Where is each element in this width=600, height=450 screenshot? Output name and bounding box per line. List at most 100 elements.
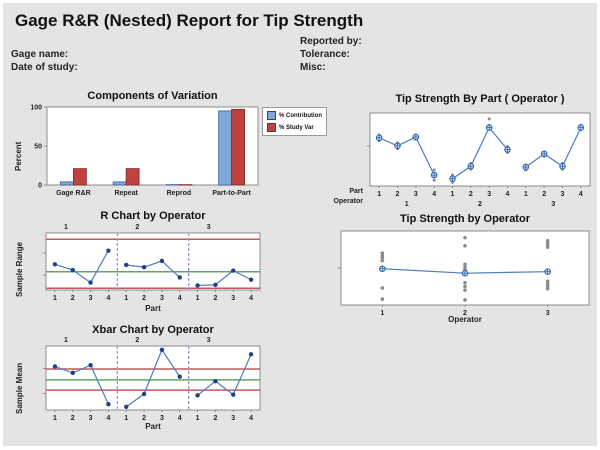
- series-line: [197, 354, 252, 396]
- components-of-variation-chart: Components of Variation Percent 0 50 100 Ga…: [10, 88, 327, 202]
- svg-text:2: 2: [135, 224, 139, 231]
- series-line: [126, 260, 181, 278]
- svg-text:3: 3: [414, 191, 418, 198]
- svg-text:Reprod: Reprod: [167, 190, 192, 197]
- svg-text:4: 4: [178, 415, 182, 422]
- svg-text:1: 1: [53, 295, 57, 302]
- measurement-dot: [545, 245, 550, 250]
- data-point: [124, 404, 129, 409]
- svg-text:3: 3: [160, 295, 164, 302]
- measurement-dot: [380, 258, 385, 263]
- chart-title: R Chart by Operator: [100, 210, 206, 222]
- data-point: [248, 277, 254, 282]
- data-point: [213, 282, 218, 288]
- data-point: [106, 248, 111, 253]
- chart-title: Tip Strength by Operator: [400, 213, 530, 225]
- svg-text:2: 2: [142, 295, 146, 302]
- data-point: [177, 275, 182, 280]
- legend: % Contribution % Study Var: [262, 107, 327, 136]
- svg-text:4: 4: [579, 191, 583, 198]
- tip-strength-by-operator-chart: Tip Strength by Operator Operator 1 2 3: [313, 208, 598, 326]
- svg-text:2: 2: [542, 191, 546, 198]
- svg-text:Repeat: Repeat: [114, 190, 138, 197]
- svg-text:1: 1: [377, 191, 381, 198]
- data-point: [159, 347, 165, 353]
- measurement-dot: [432, 168, 436, 172]
- svg-text:2: 2: [213, 415, 217, 422]
- svg-text:1: 1: [64, 337, 68, 344]
- data-point: [195, 283, 200, 288]
- svg-text:3: 3: [231, 415, 235, 422]
- svg-text:2: 2: [469, 191, 473, 198]
- svg-text:Part-to-Part: Part-to-Part: [212, 190, 251, 197]
- x-axis-label: Operator: [448, 315, 482, 324]
- svg-text:1: 1: [124, 415, 128, 422]
- svg-text:4: 4: [506, 191, 510, 198]
- field-gage-name: Gage name:: [11, 49, 69, 60]
- svg-text:3: 3: [207, 337, 211, 344]
- legend-label-studyvar: % Study Var: [279, 124, 314, 131]
- svg-text:4: 4: [106, 415, 110, 422]
- svg-text:3: 3: [207, 224, 211, 231]
- data-point: [231, 268, 236, 273]
- field-reported-by: Reported by:: [300, 36, 362, 47]
- measurement-dot: [545, 286, 550, 291]
- svg-text:100: 100: [30, 105, 42, 112]
- data-point: [88, 363, 93, 368]
- data-point: [70, 370, 75, 376]
- series-line: [54, 364, 109, 405]
- chart-title: Tip Strength By Part ( Operator ): [395, 93, 565, 105]
- svg-text:2: 2: [135, 337, 139, 344]
- data-point: [106, 402, 111, 407]
- contribution-bar: [59, 181, 74, 186]
- field-tolerance: Tolerance:: [300, 49, 350, 60]
- report-window: Gage R&R (Nested) Report for Tip Strengt…: [3, 3, 597, 446]
- data-point: [177, 374, 182, 379]
- tip-strength-by-part-plot: 1 2 3 4 1 2 3 4 1 2 3 41 2 3: [367, 112, 591, 208]
- legend-label-contribution: % Contribution: [279, 112, 322, 119]
- svg-text:2: 2: [71, 295, 75, 302]
- studyvar-swatch: [267, 123, 276, 132]
- svg-text:0: 0: [38, 183, 42, 190]
- svg-text:2: 2: [478, 201, 482, 208]
- svg-text:3: 3: [89, 295, 93, 302]
- xbar-chart: Xbar Chart by Operator Sample Mean Part …: [13, 321, 303, 436]
- svg-text:3: 3: [546, 310, 550, 317]
- measurement-dot: [463, 298, 467, 302]
- data-point: [231, 392, 236, 397]
- svg-text:4: 4: [106, 295, 110, 302]
- series-line: [197, 269, 252, 287]
- mean-line: [525, 127, 582, 168]
- svg-text:50: 50: [34, 144, 42, 151]
- studyvar-bar: [72, 168, 87, 186]
- legend-item-studyvar: % Study Var: [267, 123, 322, 132]
- measurement-dot: [463, 288, 467, 292]
- data-point: [141, 391, 147, 397]
- data-point: [88, 280, 93, 285]
- studyvar-bar: [231, 108, 246, 186]
- svg-text:2: 2: [142, 415, 146, 422]
- chart-title: Components of Variation: [87, 90, 218, 102]
- studyvar-bar: [125, 168, 140, 186]
- contribution-swatch: [267, 111, 276, 120]
- x-axis-label: Part: [145, 422, 161, 431]
- svg-text:3: 3: [561, 191, 565, 198]
- svg-text:4: 4: [432, 191, 436, 198]
- r-chart-plot: 1 2 3 1 2 3 4 1 2 3 4 1 2 3 4: [43, 224, 261, 302]
- data-point: [124, 262, 129, 268]
- data-point: [52, 364, 58, 369]
- svg-text:1: 1: [524, 191, 528, 198]
- mean-line: [378, 136, 435, 176]
- x-axis-label: Part: [145, 304, 161, 313]
- data-point: [213, 379, 218, 384]
- measurement-dot: [380, 286, 385, 290]
- data-point: [52, 262, 58, 267]
- svg-text:1: 1: [196, 415, 200, 422]
- svg-text:1: 1: [405, 201, 409, 208]
- measurement-dot: [463, 262, 467, 267]
- measurement-dot: [545, 279, 550, 284]
- measurement-dot: [463, 244, 467, 248]
- measurement-dot: [463, 235, 467, 240]
- svg-text:3: 3: [487, 191, 491, 198]
